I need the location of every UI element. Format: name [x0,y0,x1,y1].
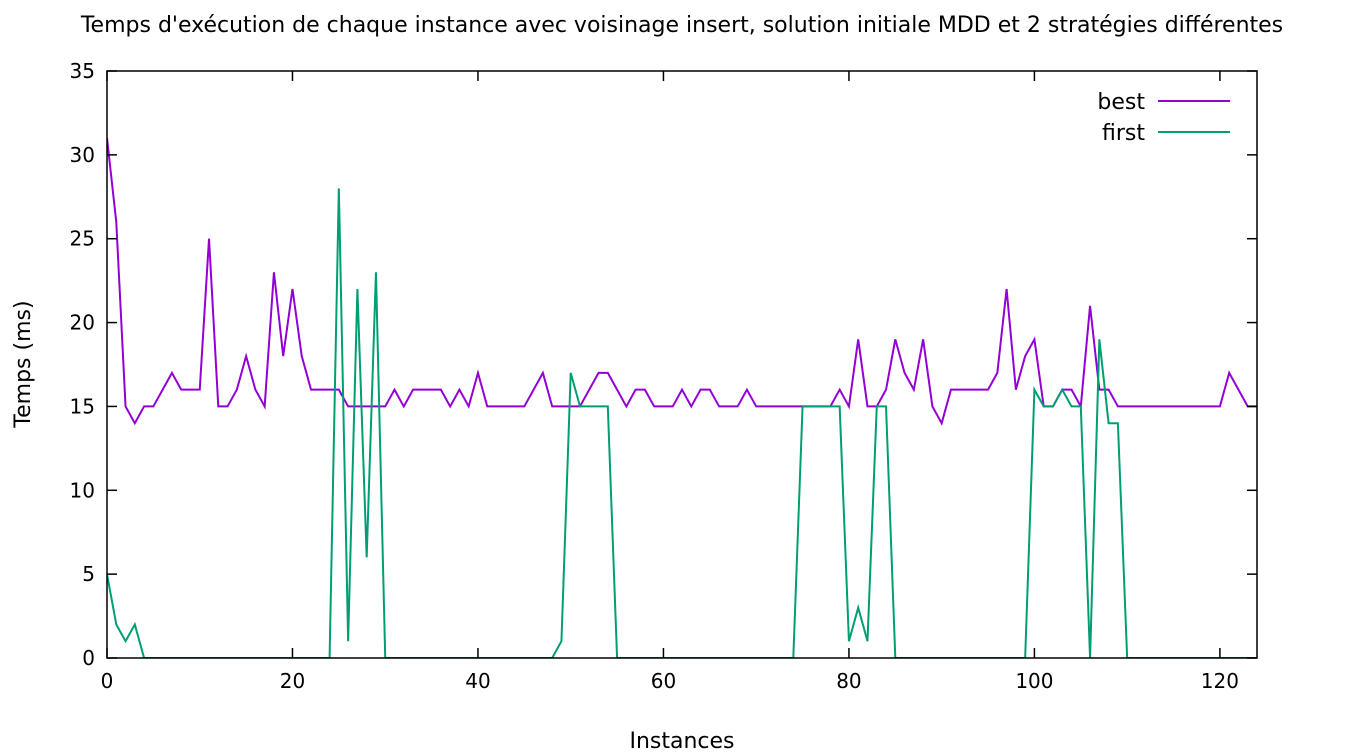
y-tick-label: 25 [70,227,95,251]
series-line-best [107,137,1257,426]
legend-label-first: first [1102,121,1145,146]
y-tick-label: 0 [82,646,95,670]
legend: best first [1097,90,1230,146]
series-layer [107,137,1257,658]
x-axis-label: Instances [629,729,734,754]
series-line-first [107,188,1257,658]
chart-title: Temps d'exécution de chaque instance ave… [80,13,1283,38]
y-tick-label: 20 [70,311,95,335]
x-tick-label: 20 [280,669,305,693]
y-tick-label: 15 [70,394,95,418]
y-tick-label: 5 [82,562,95,586]
y-tick-label: 10 [70,478,95,502]
y-tick-label: 35 [70,59,95,83]
y-axis-label: Temps (ms) [11,300,36,428]
x-tick-label: 40 [465,669,490,693]
legend-label-best: best [1097,90,1145,115]
x-tick-label: 0 [101,669,114,693]
x-tick-label: 80 [836,669,861,693]
x-tick-label: 60 [651,669,676,693]
y-tick-label: 30 [70,143,95,167]
x-tick-label: 100 [1015,669,1053,693]
plot-frame [106,70,1258,659]
tick-layer: 0 5 10 15 20 25 30 35 0 20 40 60 80 100 120 [70,59,1257,693]
x-tick-label: 120 [1201,669,1239,693]
